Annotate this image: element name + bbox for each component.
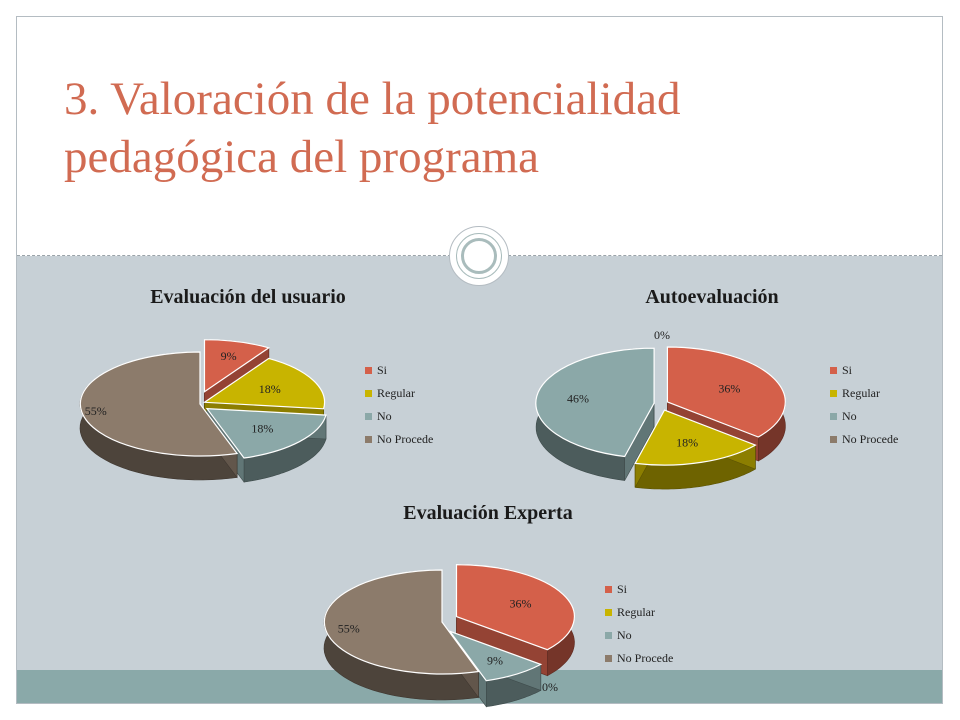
data-label-no: 18% — [251, 422, 273, 436]
data-label-no-procede: 0% — [654, 328, 670, 342]
legend-item-no-procede: No Procede — [365, 432, 433, 446]
legend-item-no: No — [830, 409, 857, 423]
pie-chart-autoevaluacion: Autoevaluación 36% 18% 46% 0% Si Regular No No… — [535, 286, 898, 490]
data-label-no: 9% — [487, 654, 503, 668]
legend-item-regular: Regular — [605, 605, 655, 619]
slide-title: 3. Valoración de la potencialidad pedagó… — [64, 73, 681, 183]
pie-slice-no-procede — [79, 351, 239, 457]
data-label-regular: 18% — [259, 382, 281, 396]
data-label-no-procede: 55% — [85, 404, 107, 418]
legend-item-no: No — [365, 409, 392, 423]
legend-swatch — [365, 367, 372, 374]
pie-chart-evaluacion-usuario: Evaluación del usuario 9% 18% 18% 55% Si Reg… — [79, 286, 433, 483]
chart-title: Evaluación Experta — [403, 502, 572, 524]
data-label-si: 9% — [221, 349, 237, 363]
pie-slice-no-procede — [323, 569, 480, 675]
pie-slice-no — [535, 347, 655, 458]
legend-swatch — [830, 436, 837, 443]
chart-title: Autoevaluación — [645, 286, 778, 308]
legend-item-no: No — [605, 628, 632, 642]
legend-label: Si — [617, 582, 628, 596]
legend-label: Regular — [377, 386, 415, 400]
legend-swatch — [365, 390, 372, 397]
pie-slice-no — [205, 407, 327, 459]
pie-slice-regular — [202, 357, 326, 410]
legend-label: No Procede — [617, 651, 673, 665]
chart-title: Evaluación del usuario — [150, 286, 346, 308]
legend-item-si: Si — [830, 363, 853, 377]
pie-slice-regular — [634, 409, 757, 466]
data-label-regular: 0% — [542, 680, 558, 694]
legend-swatch — [605, 632, 612, 639]
legend-label: Si — [377, 363, 388, 377]
legend-swatch — [365, 436, 372, 443]
legend-label: No — [617, 628, 632, 642]
data-label-si: 36% — [718, 381, 740, 395]
legend-swatch — [365, 413, 372, 420]
legend-swatch — [605, 655, 612, 662]
legend-item-regular: Regular — [830, 386, 880, 400]
legend-label: No Procede — [842, 432, 898, 446]
legend-swatch — [830, 413, 837, 420]
legend-swatch — [605, 586, 612, 593]
legend-label: Regular — [842, 386, 880, 400]
legend-item-si: Si — [365, 363, 388, 377]
legend-swatch — [830, 390, 837, 397]
legend-item-no-procede: No Procede — [605, 651, 673, 665]
legend-item-si: Si — [605, 582, 628, 596]
legend-label: No — [842, 409, 857, 423]
legend-item-no-procede: No Procede — [830, 432, 898, 446]
pie-slice-si — [455, 563, 575, 651]
data-label-no: 46% — [567, 392, 589, 406]
legend-item-regular: Regular — [365, 386, 415, 400]
legend-label: No — [377, 409, 392, 423]
legend-label: Regular — [617, 605, 655, 619]
legend-label: Si — [842, 363, 853, 377]
legend-swatch — [830, 367, 837, 374]
pie-chart-evaluacion-experta: Evaluación Experta 36% 0% 9% 55% Si Regular N… — [323, 502, 673, 708]
circle-ornament-icon — [449, 226, 509, 286]
pie-slice-si — [666, 346, 786, 438]
pie-slice-no — [448, 630, 543, 682]
data-label-no-procede: 55% — [338, 622, 360, 636]
data-label-regular: 18% — [676, 436, 698, 450]
legend-label: No Procede — [377, 432, 433, 446]
data-label-si: 36% — [510, 596, 532, 610]
legend-swatch — [605, 609, 612, 616]
pie-slice-si — [203, 339, 271, 393]
